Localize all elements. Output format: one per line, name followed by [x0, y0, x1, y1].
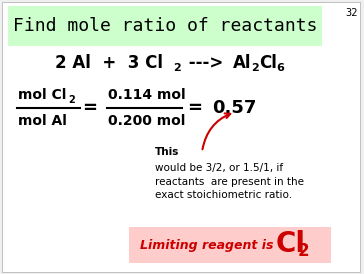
Text: 6: 6	[276, 63, 284, 73]
Text: Find mole ratio of reactants: Find mole ratio of reactants	[13, 17, 317, 35]
Text: 2: 2	[68, 95, 75, 105]
FancyArrowPatch shape	[202, 113, 230, 149]
Text: =: =	[83, 99, 98, 117]
FancyBboxPatch shape	[8, 6, 322, 46]
Text: would be 3/2, or 1.5/1, if
reactants  are present in the
exact stoichiometric ra: would be 3/2, or 1.5/1, if reactants are…	[155, 163, 304, 200]
Text: Al: Al	[233, 54, 252, 72]
Text: 0.114 mol: 0.114 mol	[108, 88, 186, 102]
Text: 0.57: 0.57	[212, 99, 256, 117]
FancyBboxPatch shape	[2, 2, 360, 272]
Text: 2 Al  +  3 Cl: 2 Al + 3 Cl	[55, 54, 163, 72]
Text: mol Cl: mol Cl	[18, 88, 66, 102]
Text: 2: 2	[251, 63, 259, 73]
FancyBboxPatch shape	[129, 227, 331, 263]
Text: 32: 32	[345, 8, 358, 18]
Text: 2: 2	[173, 63, 181, 73]
Text: Limiting reagent is: Limiting reagent is	[140, 238, 278, 252]
Text: 0.200 mol: 0.200 mol	[108, 114, 185, 128]
Text: This: This	[155, 147, 179, 157]
Text: mol Al: mol Al	[18, 114, 67, 128]
Text: 2: 2	[298, 242, 310, 260]
Text: Cl: Cl	[259, 54, 277, 72]
Text: =: =	[187, 99, 202, 117]
Text: Cl: Cl	[276, 230, 306, 258]
Text: --->: --->	[183, 54, 223, 72]
